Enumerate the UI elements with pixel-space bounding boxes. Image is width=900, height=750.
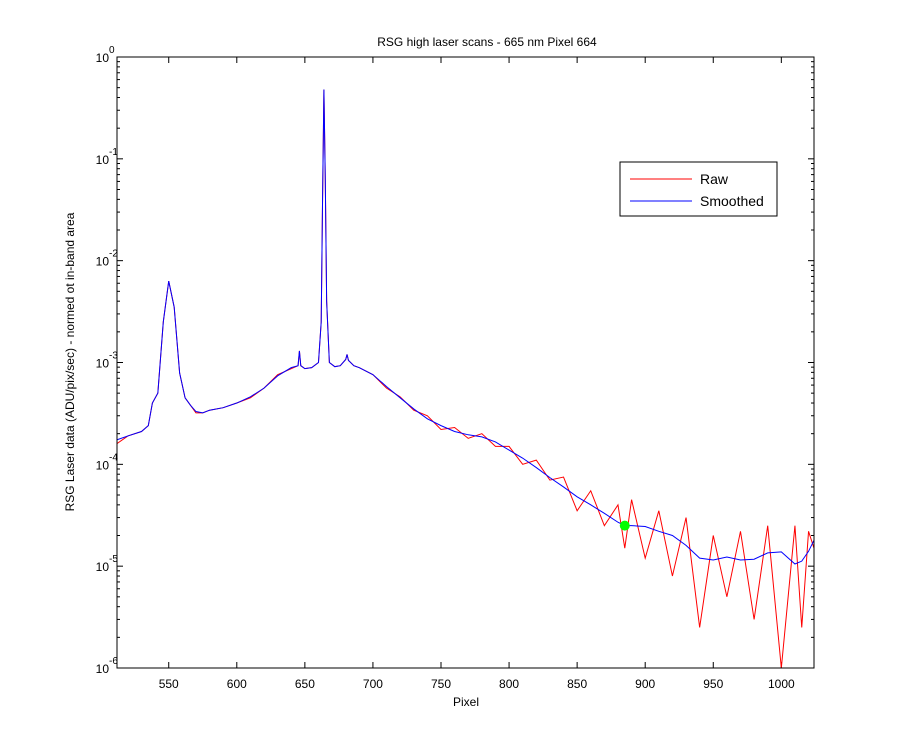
legend-label: Raw [700, 171, 729, 187]
highlight-marker [619, 520, 630, 531]
chart-title: RSG high laser scans - 665 nm Pixel 664 [377, 35, 597, 49]
y-tick-label: 10 [96, 51, 110, 65]
y-tick-exponent: -6 [109, 656, 118, 667]
x-tick-label: 600 [227, 677, 247, 691]
x-tick-label: 800 [499, 677, 519, 691]
x-tick-label: 750 [431, 677, 451, 691]
x-tick-label: 850 [567, 677, 587, 691]
y-tick-label: 10 [96, 458, 110, 472]
y-tick-exponent: -3 [109, 351, 118, 362]
y-tick-exponent: -2 [109, 249, 118, 260]
y-tick-label: 10 [96, 255, 110, 269]
y-tick-exponent: -1 [109, 147, 118, 158]
x-tick-label: 900 [635, 677, 655, 691]
x-tick-label: 700 [363, 677, 383, 691]
y-tick-label: 10 [96, 153, 110, 167]
y-tick-label: 10 [96, 357, 110, 371]
y-tick-exponent: -5 [109, 554, 118, 565]
y-tick-exponent: -4 [109, 452, 118, 463]
y-axis-label: RSG Laser data (ADU/pix/sec) - normed ot… [63, 212, 77, 511]
series-line [117, 89, 814, 565]
y-tick-label: 10 [96, 662, 110, 676]
y-tick-exponent: 0 [109, 45, 115, 56]
legend-box [619, 161, 778, 217]
legend-label: Smoothed [700, 193, 764, 209]
y-tick-label: 10 [96, 560, 110, 574]
x-tick-label: 1000 [768, 677, 795, 691]
axes-box [116, 56, 815, 669]
plot-area [117, 57, 814, 668]
x-tick-label: 550 [159, 677, 179, 691]
x-axis-label: Pixel [453, 695, 479, 709]
x-tick-label: 650 [295, 677, 315, 691]
x-tick-label: 950 [703, 677, 723, 691]
